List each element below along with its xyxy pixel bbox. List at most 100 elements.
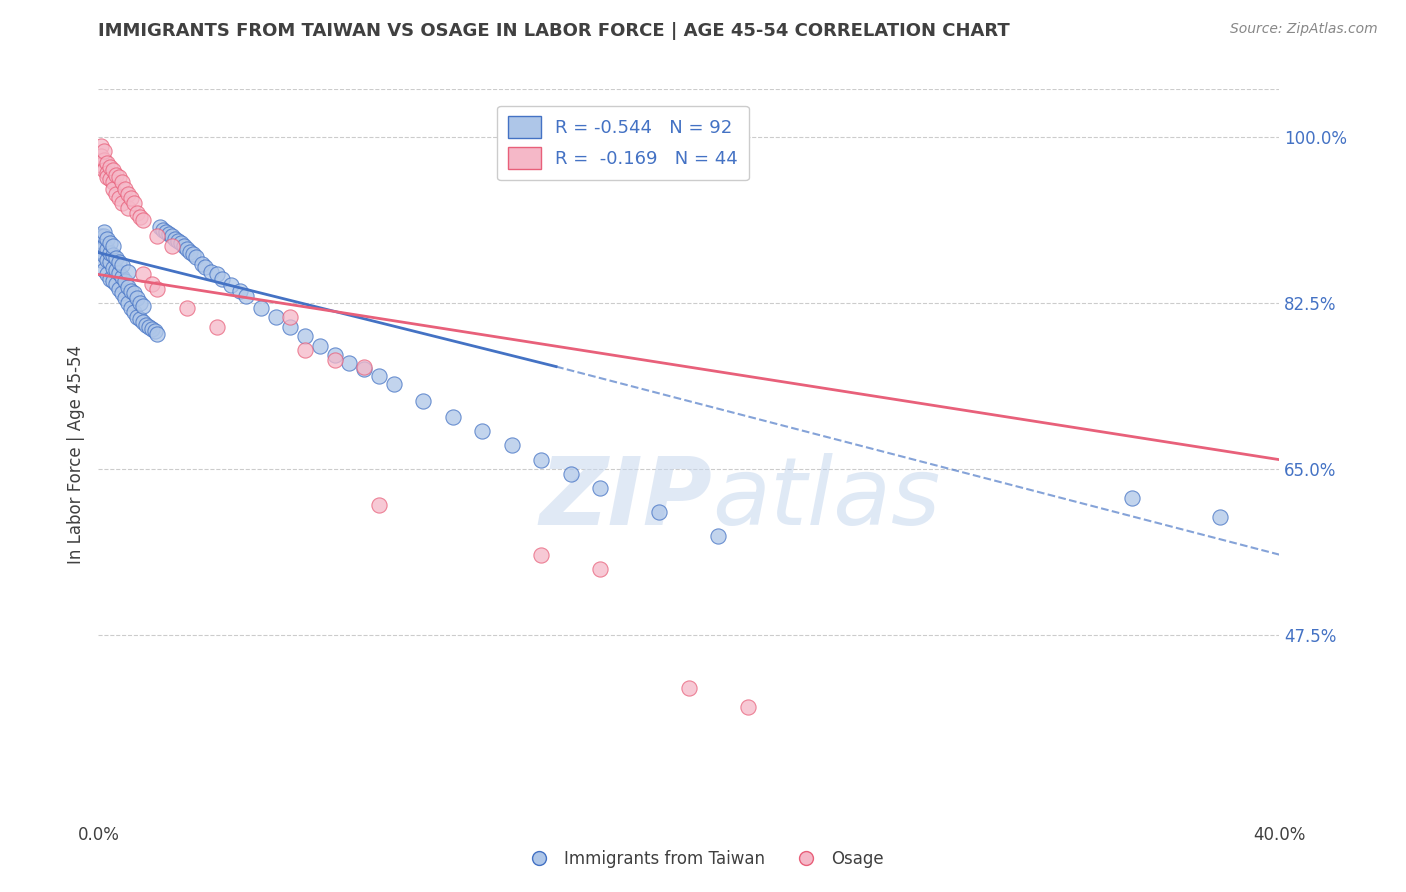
Point	[205, 268, 228, 282]
Point	[120, 301, 142, 315]
Point	[103, 239, 125, 253]
Point	[132, 213, 155, 227]
Point	[96, 268, 118, 282]
Point	[229, 284, 252, 298]
Point	[96, 253, 118, 268]
Point	[96, 156, 118, 170]
Point	[128, 296, 150, 310]
Text: atlas: atlas	[713, 453, 941, 544]
Point	[250, 301, 273, 315]
Point	[678, 681, 700, 695]
Point	[353, 362, 375, 376]
Point	[128, 312, 150, 326]
Point	[93, 225, 115, 239]
Point	[132, 268, 155, 282]
Point	[96, 166, 118, 180]
Point	[219, 277, 242, 292]
Point	[111, 258, 134, 272]
Point	[737, 699, 759, 714]
Point	[173, 239, 195, 253]
Point	[530, 452, 553, 467]
Point	[98, 236, 121, 251]
Point	[191, 257, 214, 271]
Point	[135, 318, 157, 332]
Point	[105, 262, 128, 277]
Point	[200, 264, 222, 278]
Point	[103, 163, 125, 178]
Point	[98, 172, 121, 186]
Point	[707, 529, 730, 543]
Point	[323, 353, 346, 368]
Point	[368, 498, 391, 512]
Point	[412, 393, 434, 408]
Point	[96, 242, 118, 256]
Text: ZIP: ZIP	[540, 453, 713, 545]
Point	[125, 205, 148, 219]
Point	[93, 144, 115, 158]
Point	[146, 282, 169, 296]
Point	[117, 186, 139, 201]
Point	[589, 562, 612, 576]
Point	[117, 201, 139, 215]
Point	[117, 296, 139, 310]
Point	[93, 153, 115, 168]
Point	[132, 315, 155, 329]
Point	[122, 305, 145, 319]
Point	[339, 356, 360, 370]
Point	[205, 319, 228, 334]
Point	[179, 244, 201, 259]
Point	[103, 175, 125, 189]
Point	[194, 260, 217, 274]
Point	[184, 250, 207, 264]
Point	[103, 182, 125, 196]
Point	[122, 196, 145, 211]
Point	[105, 277, 128, 291]
Point	[146, 327, 169, 342]
Point	[146, 229, 169, 244]
Point	[103, 274, 125, 288]
Text: Source: ZipAtlas.com: Source: ZipAtlas.com	[1230, 22, 1378, 37]
Point	[162, 239, 183, 253]
Point	[138, 319, 160, 334]
Point	[108, 191, 131, 205]
Point	[560, 467, 582, 481]
Point	[125, 310, 148, 325]
Point	[125, 291, 148, 305]
Point	[294, 343, 316, 358]
Point	[141, 321, 163, 335]
Point	[471, 424, 494, 438]
Point	[90, 253, 112, 268]
Point	[98, 272, 121, 286]
Point	[441, 409, 464, 424]
Point	[157, 227, 180, 241]
Point	[353, 359, 375, 374]
Point	[165, 232, 187, 246]
Point	[278, 319, 302, 334]
Point	[103, 260, 125, 275]
Point	[108, 169, 131, 184]
Point	[176, 242, 198, 256]
Point	[120, 284, 142, 298]
Point	[211, 272, 233, 286]
Point	[103, 248, 125, 262]
Legend: Immigrants from Taiwan, Osage: Immigrants from Taiwan, Osage	[516, 844, 890, 875]
Point	[170, 236, 193, 251]
Point	[98, 255, 121, 269]
Point	[90, 139, 112, 153]
Point	[111, 175, 134, 189]
Point	[143, 325, 166, 339]
Point	[382, 376, 405, 391]
Point	[105, 186, 128, 201]
Point	[90, 158, 112, 172]
Point	[108, 282, 131, 296]
Point	[96, 169, 118, 184]
Point	[117, 264, 139, 278]
Point	[96, 232, 118, 246]
Point	[114, 182, 136, 196]
Point	[309, 339, 332, 353]
Point	[114, 291, 136, 305]
Point	[152, 223, 174, 237]
Point	[93, 248, 115, 262]
Point	[278, 310, 302, 325]
Point	[323, 348, 346, 362]
